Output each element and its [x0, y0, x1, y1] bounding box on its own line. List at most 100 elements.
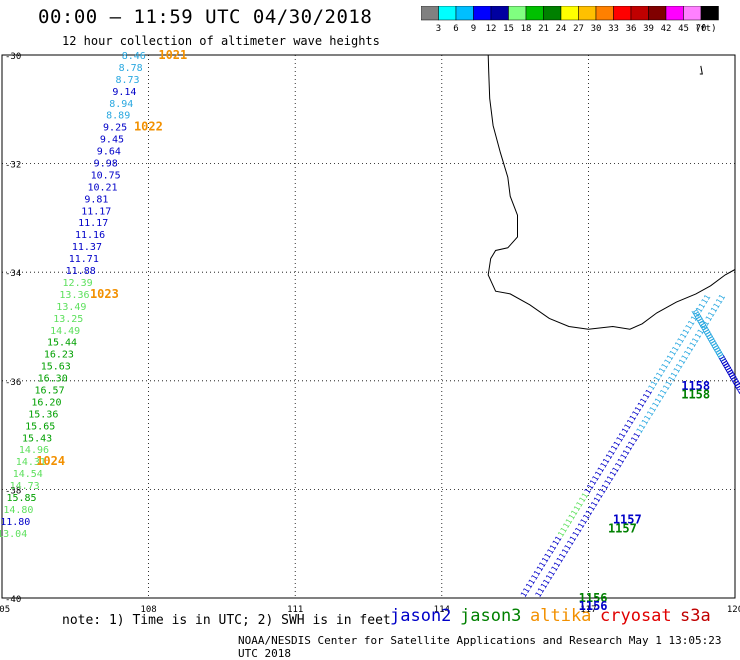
wave-height-label: 14.54 [13, 469, 43, 480]
track-wave-label: 11 [534, 586, 547, 599]
track-wave-label: 11 [597, 482, 610, 495]
wave-height-label: 9.81 [84, 194, 108, 205]
pass-time-label: 1157 [613, 512, 642, 526]
track-wave-label: 11 [608, 465, 621, 478]
track-wave-label: 11 [700, 293, 713, 306]
pass-time-label: 1158 [681, 387, 710, 401]
lat-axis-label: -34 [5, 269, 21, 279]
track-wave-label: 11 [696, 318, 709, 331]
track-wave-label: 11 [693, 327, 706, 340]
wave-height-label: 11.37 [72, 242, 102, 253]
legend-tick-label: 12 [486, 24, 497, 34]
wave-height-label: 11.88 [66, 266, 96, 277]
lat-axis-label: -38 [5, 486, 21, 496]
track-wave-label: 11 [599, 457, 612, 470]
legend-tick-label: 9 [471, 24, 476, 34]
pass-time-label: 1023 [90, 287, 119, 301]
track-wave-label: 11 [682, 344, 695, 357]
track-wave-label: 11 [714, 349, 727, 362]
track-wave-label: 11 [624, 439, 637, 452]
wave-height-label: 10.21 [87, 182, 117, 193]
lon-axis-label: 105 [0, 605, 10, 615]
legend-tick-label: 36 [626, 24, 637, 34]
legend-tick-label: 3 [436, 24, 441, 34]
track-wave-label: 11 [661, 379, 674, 392]
track-wave-label: 11 [715, 351, 728, 364]
track-wave-label: 11 [592, 491, 605, 504]
wave-height-label: 14.73 [10, 481, 40, 492]
island [699, 65, 703, 75]
wave-height-label: 15.43 [22, 433, 52, 444]
track-wave-label: 11 [657, 362, 670, 375]
track-wave-label: 11 [565, 534, 578, 547]
track-wave-label: 11 [645, 405, 658, 418]
wave-height-label: 8.73 [115, 75, 139, 86]
lon-axis-label: 114 [434, 605, 450, 615]
wave-height-label: 8.78 [119, 63, 143, 74]
pass-time-label: 1156 [579, 591, 608, 605]
track-wave-label: 11 [539, 577, 552, 590]
track-wave-label: 11 [688, 336, 701, 349]
pass-time-label: 1022 [134, 120, 163, 134]
legend-jason3: jason3 [460, 606, 522, 626]
track-wave-label: 11 [709, 301, 722, 314]
coastline [487, 54, 736, 330]
track-wave-label: 11 [700, 325, 713, 338]
track-wave-label: 11 [719, 358, 732, 371]
legend-tick-label: 6 [453, 24, 458, 34]
track-wave-label: 11 [629, 431, 642, 444]
track-wave-label: 11 [668, 345, 681, 358]
track-wave-label: 11 [716, 354, 729, 367]
wave-height-label: 8.46 [122, 51, 146, 62]
wave-height-label: 12.39 [63, 278, 93, 289]
pass-time-label: 1157 [608, 521, 637, 535]
wave-height-label: 11.17 [78, 218, 108, 229]
track-wave-label: 11 [706, 336, 719, 349]
map-frame [1, 54, 736, 599]
wave-height-label: 9.45 [100, 135, 124, 146]
track-wave-label: 11 [647, 379, 660, 392]
wave-height-label: 15.63 [41, 362, 71, 373]
track-wave-label: 11 [704, 310, 717, 323]
legend-tick-label: 42 [661, 24, 672, 34]
track-wave-label: 11 [609, 439, 622, 452]
track-wave-label: 11 [697, 320, 710, 333]
track-wave-label: 11 [693, 313, 706, 326]
legend-swatch [700, 6, 719, 21]
track-wave-label: 11 [561, 517, 574, 530]
track-wave-label: 11 [728, 374, 740, 387]
track-wave-label: 11 [724, 367, 737, 380]
track-wave-label: 11 [732, 380, 740, 393]
track-wave-label: 11 [710, 342, 723, 355]
track-wave-label: 11 [567, 508, 580, 521]
track-wave-label: 11 [519, 586, 532, 599]
wave-height-label: 9.25 [103, 123, 127, 134]
wave-height-label: 16.20 [31, 397, 61, 408]
pass-time-label: 1021 [158, 48, 187, 62]
track-wave-label: 11 [535, 560, 548, 573]
lon-axis-label: 117 [580, 605, 596, 615]
track-wave-label: 11 [576, 517, 589, 530]
legend-tick-label: 15 [503, 24, 514, 34]
track-wave-label: 11 [673, 336, 686, 349]
track-wave-label: 11 [651, 396, 664, 409]
track-wave-label: 11 [713, 347, 726, 360]
track-wave-label: 11 [677, 353, 690, 366]
legend-unit: (ft) [695, 24, 717, 34]
track-wave-label: 11 [709, 340, 722, 353]
track-wave-label: 11 [667, 370, 680, 383]
lat-axis-label: -30 [5, 52, 21, 62]
track-wave-label: 11 [720, 360, 733, 373]
track-wave-label: 11 [678, 327, 691, 340]
track-wave-label: 11 [604, 448, 617, 461]
wave-height-label: 14.80 [3, 505, 33, 516]
track-wave-label: 11 [695, 316, 708, 329]
page-subtitle: 12 hour collection of altimeter wave hei… [62, 34, 380, 48]
track-wave-label: 11 [555, 551, 568, 564]
track-wave-label: 11 [684, 319, 697, 332]
wave-height-label: 13.36 [59, 290, 89, 301]
wave-height-label: 11.17 [81, 206, 111, 217]
track-wave-label: 11 [703, 331, 716, 344]
wave-height-label: 15.65 [25, 421, 55, 432]
track-wave-label: 11 [705, 334, 718, 347]
